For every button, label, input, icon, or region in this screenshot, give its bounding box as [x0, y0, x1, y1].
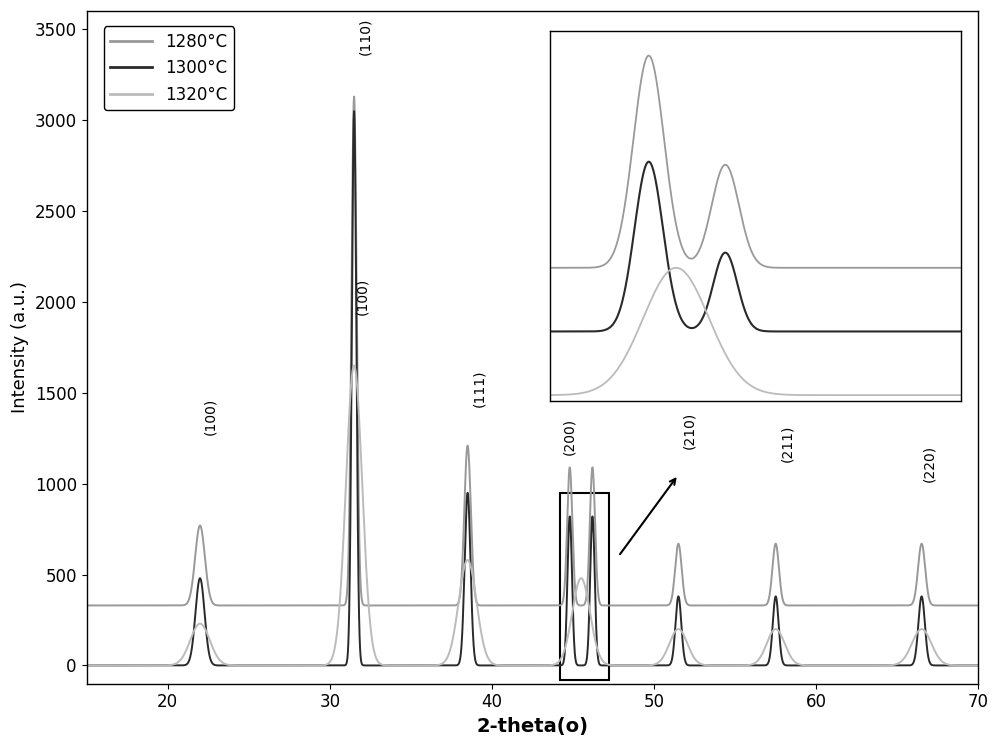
- Text: (200): (200): [563, 418, 577, 455]
- Y-axis label: Intensity (a.u.): Intensity (a.u.): [11, 282, 29, 413]
- Bar: [560, 493, 609, 680]
- Text: (111): (111): [472, 370, 486, 407]
- Legend: 1280°C, 1300°C, 1320°C: 1280°C, 1300°C, 1320°C: [104, 26, 234, 111]
- Text: (100): (100): [355, 277, 369, 314]
- Text: (110): (110): [358, 17, 372, 55]
- Text: (210): (210): [683, 412, 697, 449]
- Text: (220): (220): [923, 444, 937, 482]
- X-axis label: 2-theta(o): 2-theta(o): [476, 717, 588, 736]
- Text: (211): (211): [780, 424, 794, 462]
- Text: (100): (100): [203, 397, 217, 435]
